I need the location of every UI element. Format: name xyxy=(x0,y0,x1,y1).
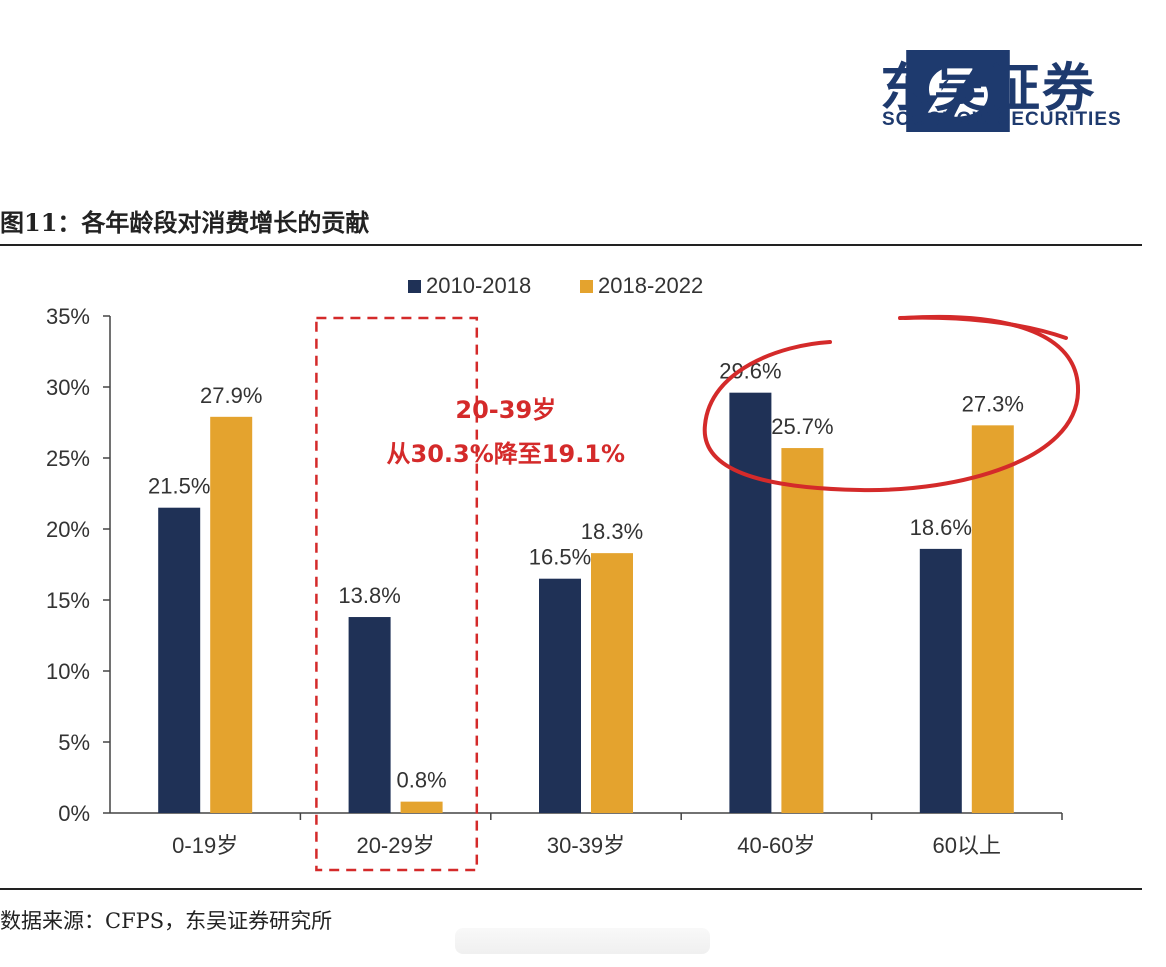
chart-legend: 2010-2018 2018-2022 xyxy=(408,273,703,298)
y-tick-label: 5% xyxy=(58,730,90,755)
bar-2 xyxy=(781,448,824,813)
watermark-blur xyxy=(455,928,710,954)
bar-1 xyxy=(539,578,581,813)
chart-labels: 21.5%27.9%13.8%0.8%16.5%18.3%29.6%25.7%1… xyxy=(148,359,1024,793)
data-label: 25.7% xyxy=(771,414,833,439)
y-tick-label: 35% xyxy=(46,304,90,329)
y-tick-label: 0% xyxy=(58,801,90,826)
annotation-dashed-box xyxy=(315,316,479,872)
bottom-rule xyxy=(0,888,1142,890)
y-tick-label: 20% xyxy=(46,517,90,542)
data-label: 27.9% xyxy=(200,383,262,408)
annotation-stroke-tail xyxy=(898,315,1068,340)
x-tick-label: 60以上 xyxy=(933,833,1001,858)
bar-1 xyxy=(348,617,391,813)
chart-bars xyxy=(158,392,1014,813)
bar-2 xyxy=(210,416,253,813)
y-tick-label: 30% xyxy=(46,375,90,400)
x-tick-label: 0-19岁 xyxy=(172,833,238,858)
bar-2 xyxy=(971,425,1014,813)
bar-1 xyxy=(919,548,962,813)
data-label: 18.3% xyxy=(581,519,643,544)
logo-english-name: SOOCHOW SECURITIES xyxy=(882,109,1122,130)
top-rule xyxy=(0,244,1142,246)
y-tick-label: 25% xyxy=(46,446,90,471)
data-label: 16.5% xyxy=(529,545,591,570)
data-label: 13.8% xyxy=(338,583,400,608)
x-tick-label: 30-39岁 xyxy=(547,833,625,858)
legend-label-1: 2010-2018 xyxy=(426,273,531,298)
annotation-circle xyxy=(702,314,1081,493)
legend-label-2: 2018-2022 xyxy=(598,273,703,298)
legend-swatch-1 xyxy=(408,280,421,293)
annotation-text-1: 20-39岁 xyxy=(455,396,556,424)
bar-1 xyxy=(158,507,201,813)
bar-2 xyxy=(400,801,443,813)
legend-swatch-2 xyxy=(580,280,593,293)
data-label: 27.3% xyxy=(962,391,1024,416)
annotation-text-2: 从30.3%降至19.1% xyxy=(387,440,626,468)
x-tick-label: 40-60岁 xyxy=(737,833,815,858)
data-label: 18.6% xyxy=(910,515,972,540)
y-tick-label: 15% xyxy=(46,588,90,613)
data-label: 21.5% xyxy=(148,474,210,499)
chart-axes: 0% 5% 10% 15% 20% 25% 30% 35% 0-19岁 20-29岁 30-39岁 4… xyxy=(46,304,1063,858)
soochow-logo-icon xyxy=(906,50,1010,132)
bar-1 xyxy=(729,392,772,813)
data-source-note: 数据来源：CFPS，东吴证券研究所 xyxy=(0,909,333,933)
x-tick-label: 20-29岁 xyxy=(356,833,434,858)
logo-chinese-name: 东吴证券 xyxy=(880,59,1097,119)
bar-2 xyxy=(591,553,633,813)
figure-title: 图11：各年龄段对消费增长的贡献 xyxy=(0,208,370,237)
data-label: 0.8% xyxy=(397,768,447,793)
y-tick-label: 10% xyxy=(46,659,90,684)
